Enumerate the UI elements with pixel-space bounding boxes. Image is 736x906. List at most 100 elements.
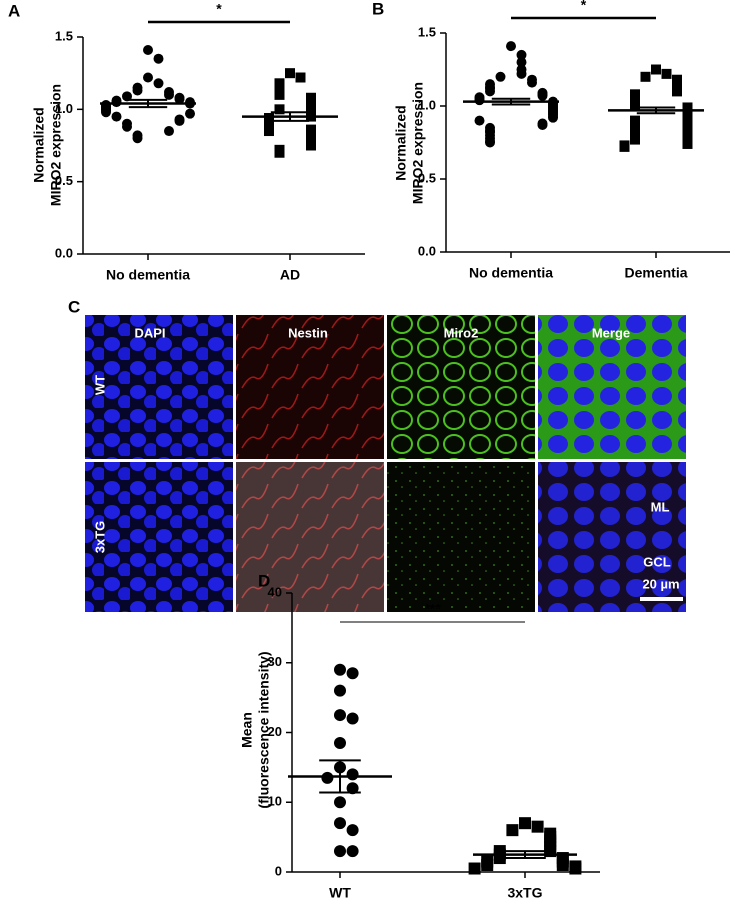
data-point: [321, 771, 334, 784]
column-label: Miro2: [444, 325, 479, 340]
error-bar: [491, 97, 531, 106]
data-point: [495, 71, 506, 82]
data-point: [661, 68, 672, 79]
data-point: [334, 796, 346, 809]
column-label: Nestin: [288, 325, 328, 340]
data-point: [122, 121, 132, 132]
data-point: [164, 126, 174, 137]
data-point: [264, 126, 274, 137]
y-tick-label: 10: [268, 794, 282, 809]
y-tick-label: 0.0: [55, 245, 73, 260]
y-tick-label: 1.5: [418, 24, 436, 39]
column-label: DAPI: [134, 325, 165, 340]
data-point: [164, 89, 174, 100]
data-point: [516, 68, 527, 79]
data-point: [682, 127, 693, 138]
data-point: [519, 817, 531, 830]
data-point: [481, 859, 494, 872]
significance-label: ***: [424, 601, 441, 617]
panel-label: C: [68, 297, 80, 316]
data-point: [334, 817, 346, 830]
image-panel: C DAPI Nestin Miro2 Merge WT 3xTG ML GCL…: [68, 297, 686, 612]
data-point: [346, 768, 359, 781]
micrograph: [236, 462, 384, 612]
data-point: [185, 108, 195, 119]
data-point: [630, 121, 640, 132]
error-bar: [270, 111, 310, 122]
data-point: [143, 45, 153, 56]
data-point: [306, 140, 316, 151]
data-point: [474, 115, 485, 126]
data-point: [468, 862, 481, 875]
y-tick-label: 30: [268, 654, 282, 669]
y-axis-label: MIRO2 expression: [48, 84, 64, 206]
data-point: [619, 141, 630, 152]
y-tick-label: 0: [275, 863, 282, 878]
x-tick-label: 3xTG: [507, 885, 542, 901]
data-point: [531, 820, 544, 833]
data-point: [111, 111, 122, 122]
y-tick-label: 20: [268, 724, 282, 739]
data-point: [516, 49, 527, 60]
data-point: [306, 99, 316, 110]
significance-label: *: [581, 0, 587, 13]
data-point: [153, 78, 164, 89]
data-point: [672, 86, 682, 97]
y-axis-label: MIRO2 expression: [410, 82, 426, 204]
data-point: [122, 91, 132, 102]
data-point: [682, 138, 693, 149]
y-axis-label: (fluorescence intensity): [256, 651, 272, 808]
micrograph: [85, 462, 233, 612]
column-label: Merge: [592, 325, 630, 340]
y-axis-label: Mean: [239, 712, 255, 748]
x-tick-label: No dementia: [469, 265, 553, 281]
micrograph: [387, 462, 535, 612]
data-point: [569, 862, 582, 875]
data-point: [556, 859, 569, 872]
y-tick-label: 1.5: [55, 28, 73, 43]
y-axis-label: Normalized: [393, 105, 409, 180]
data-point: [630, 101, 640, 111]
panel-label: A: [8, 1, 20, 20]
x-tick-label: No dementia: [106, 267, 190, 283]
data-point: [274, 89, 285, 100]
data-point: [651, 64, 661, 75]
data-point: [630, 134, 640, 145]
data-point: [506, 824, 519, 837]
row-label: 3xTG: [92, 521, 107, 554]
data-point: [548, 112, 558, 123]
panel-label: D: [258, 571, 270, 590]
micrograph: [538, 315, 686, 459]
data-point: [630, 115, 640, 126]
data-point: [346, 845, 359, 858]
micrograph: [85, 315, 233, 459]
data-point: [474, 95, 485, 106]
significance-label: *: [216, 1, 222, 17]
y-tick-label: 0.5: [55, 173, 73, 188]
y-tick-label: 40: [268, 584, 282, 599]
x-tick-label: AD: [280, 267, 300, 283]
y-tick-label: 1.0: [418, 97, 436, 112]
data-point: [111, 97, 122, 108]
data-point: [306, 124, 316, 135]
row-label: WT: [92, 375, 107, 395]
data-point: [346, 824, 359, 837]
data-point: [274, 147, 285, 158]
micrograph: [538, 462, 686, 612]
data-point: [346, 782, 359, 795]
data-point: [485, 137, 495, 148]
data-point: [334, 709, 346, 722]
y-axis-label: Normalized: [31, 107, 47, 182]
y-tick-label: 0.0: [418, 243, 436, 258]
x-tick-label: WT: [329, 885, 351, 901]
data-point: [101, 107, 111, 118]
data-point: [295, 72, 306, 83]
data-point: [143, 72, 153, 83]
data-point: [174, 94, 185, 105]
data-point: [334, 845, 346, 858]
data-point: [274, 104, 285, 115]
data-point: [640, 71, 651, 82]
annotation: GCL: [643, 554, 671, 569]
data-point: [346, 667, 359, 680]
